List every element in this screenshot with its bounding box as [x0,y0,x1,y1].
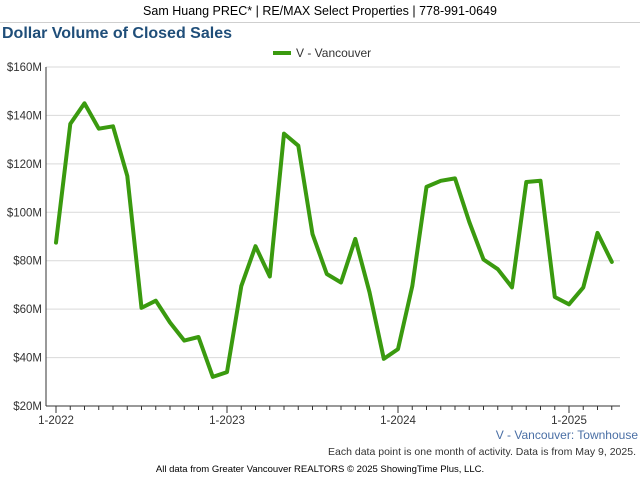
data-point [553,295,556,299]
data-point [197,335,200,339]
x-tick-label: 1-2023 [209,415,245,427]
y-tick-label: $20M [13,401,42,413]
y-tick-label: $100M [7,207,42,219]
data-point [468,220,471,224]
data-point [83,102,86,105]
data-point [382,357,385,360]
data-point [582,286,585,289]
data-point [140,306,143,310]
y-tick-label: $40M [13,353,42,365]
y-tick-label: $160M [7,62,42,74]
data-point [567,303,571,306]
data-point [297,144,300,147]
chart-title: Dollar Volume of Closed Sales [2,25,232,42]
data-point [240,284,243,288]
x-tick-label: 1-2022 [38,415,74,427]
series-line [54,101,614,379]
data-point [69,122,72,126]
data-note: Each data point is one month of activity… [328,446,636,458]
copyright: All data from Greater Vancouver REALTORS… [155,464,485,475]
data-point [368,290,371,294]
data-point [411,284,414,288]
data-point [425,185,428,189]
data-point [439,179,442,183]
data-point [268,275,271,278]
header-text: Sam Huang PREC* | RE/MAX Select Properti… [143,4,497,18]
data-point [126,174,129,178]
axes [45,67,620,413]
data-point [225,370,229,374]
data-point [168,321,172,324]
data-point [396,347,400,351]
data-point [339,281,343,284]
y-tick-label: $60M [13,304,42,316]
x-tick-label: 1-2025 [551,415,587,427]
data-point [54,241,58,244]
data-point [111,125,115,128]
data-point [496,267,499,271]
data-point [510,286,514,289]
data-point [325,272,328,276]
data-point [282,132,286,135]
data-point [453,177,457,180]
data-point [311,232,314,236]
y-tick-label: $120M [7,159,42,171]
series-lines [54,101,614,379]
data-point [525,180,528,184]
data-point [183,339,186,342]
data-point [596,231,599,235]
legend: V - Vancouver [273,46,371,60]
y-tick-labels: $20M $40M $60M $80M $100M $120M $140M $160M [7,62,42,413]
legend-label: V - Vancouver [296,46,371,60]
data-point [97,127,100,130]
chart-subtitle: V - Vancouver: Townhouse [495,428,638,442]
data-point [610,260,613,264]
data-point [254,244,257,248]
data-point [354,237,357,241]
data-point [482,258,485,261]
header-bar: Sam Huang PREC* | RE/MAX Select Properti… [0,0,640,23]
x-tick-labels: 1-2022 1-2023 1-2024 1-2025 [38,415,587,427]
data-point [211,375,214,379]
y-tick-label: $80M [13,256,42,268]
y-tick-label: $140M [7,110,42,122]
data-point [539,179,542,183]
x-tick-label: 1-2024 [380,415,416,427]
data-point [154,299,157,302]
